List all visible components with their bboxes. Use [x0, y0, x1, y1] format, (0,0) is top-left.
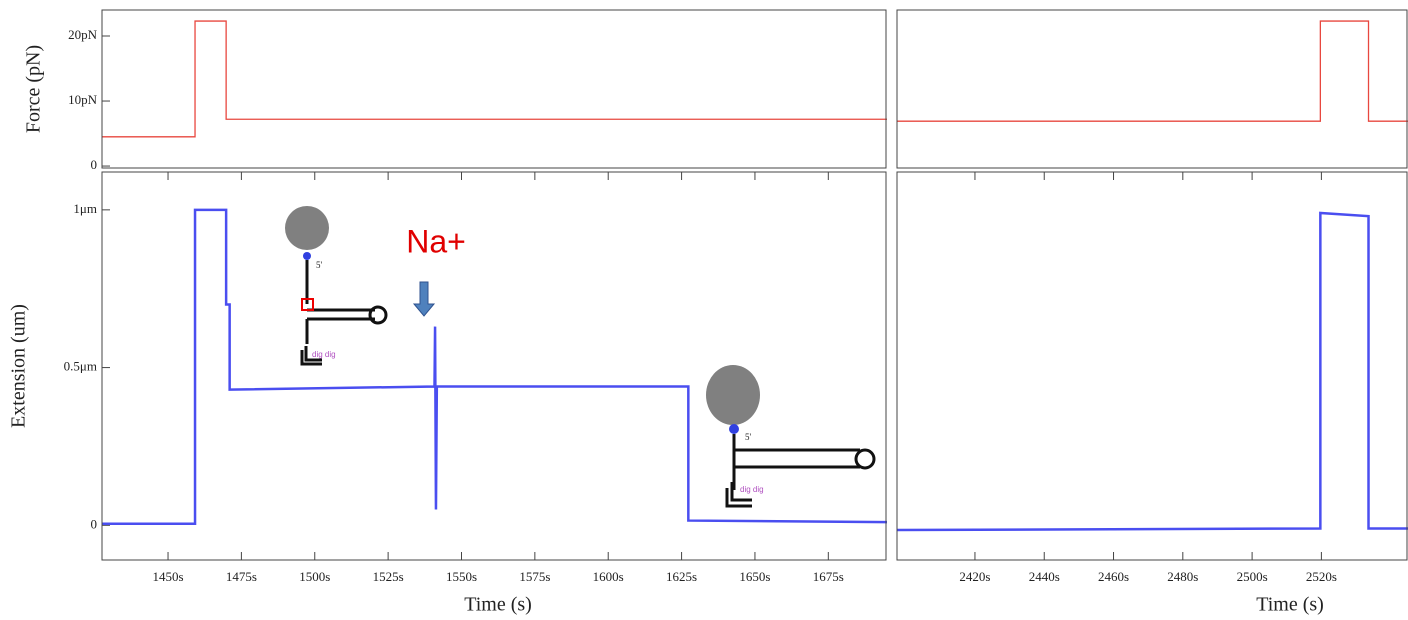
x-tick-label: 2500s: [1237, 569, 1268, 584]
diagram: 5' dig dig: [285, 206, 388, 366]
x-tick-label: 1550s: [446, 569, 477, 584]
x-tick-label: 1625s: [666, 569, 697, 584]
x-tick-label: 1575s: [519, 569, 550, 584]
x-tick-label: 2440s: [1029, 569, 1060, 584]
panel-frame: [896, 9, 1408, 169]
x-tick-label: 1500s: [299, 569, 330, 584]
x-tick-label: 2420s: [959, 569, 990, 584]
y-tick-label: 0: [91, 157, 98, 172]
y-tick-label: 10pN: [68, 92, 98, 107]
y-tick-label: 20pN: [68, 27, 98, 42]
arrow: [412, 281, 436, 317]
x-tick-label: 1450s: [152, 569, 183, 584]
diagram: 5' dig dig: [706, 365, 876, 508]
data-line: [897, 20, 1408, 122]
x-tick-label: 2520s: [1306, 569, 1337, 584]
data-line: [102, 208, 888, 525]
y-axis-label: Force (pN): [23, 45, 45, 133]
x-tick-label: 2480s: [1167, 569, 1198, 584]
label-5prime: 5': [745, 432, 752, 442]
y-tick-label: 0: [91, 516, 98, 531]
x-tick-label: 1600s: [593, 569, 624, 584]
x-tick-label: 1675s: [813, 569, 844, 584]
x-tick-label: 1525s: [373, 569, 404, 584]
data-line: [102, 20, 887, 138]
x-tick-label: 1475s: [226, 569, 257, 584]
label-dig: dig dig: [312, 350, 336, 359]
na-label: Na+: [406, 223, 466, 259]
data-line: [896, 211, 1408, 532]
panel-frame: [101, 171, 887, 561]
annotations: Na+ 5' dig dig 5' dig dig: [285, 206, 876, 508]
x-axis-label: Time (s): [1256, 594, 1324, 616]
y-tick-label: 1μm: [73, 201, 97, 216]
label-5prime: 5': [316, 260, 323, 270]
x-tick-label: 2460s: [1098, 569, 1129, 584]
x-tick-label: 1650s: [739, 569, 770, 584]
label-dig: dig dig: [740, 485, 764, 494]
panel-frame: [896, 171, 1408, 561]
x-axis-label: Time (s): [464, 594, 532, 616]
y-tick-label: 0.5μm: [64, 359, 97, 374]
y-axis-label: Extension (um): [8, 304, 30, 428]
panel-frame: [101, 9, 887, 169]
